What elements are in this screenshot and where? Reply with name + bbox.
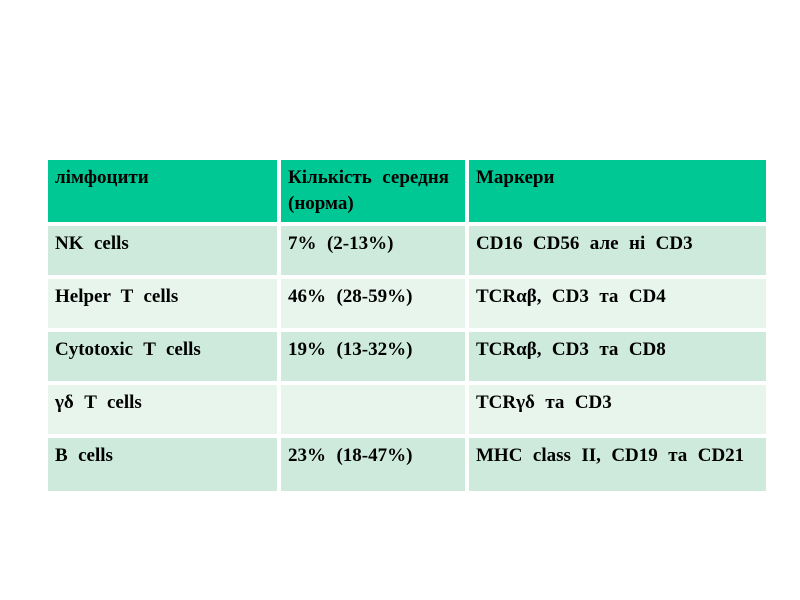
cell-name: B cells xyxy=(48,438,281,491)
cell-quantity: 7% (2-13%) xyxy=(281,226,469,279)
cell-markers: CD16 CD56 але ні CD3 xyxy=(469,226,766,279)
lymphocyte-table: лімфоцити Кількість середня (норма) Марк… xyxy=(48,160,766,491)
cell-quantity xyxy=(281,385,469,438)
cell-markers: TCRαβ, CD3 та CD4 xyxy=(469,279,766,332)
cell-quantity: 46% (28-59%) xyxy=(281,279,469,332)
table-row: B cells 23% (18-47%) MHC class II, CD19 … xyxy=(48,438,766,491)
table-header-row: лімфоцити Кількість середня (норма) Марк… xyxy=(48,160,766,226)
cell-quantity: 23% (18-47%) xyxy=(281,438,469,491)
cell-markers: TCRαβ, CD3 та CD8 xyxy=(469,332,766,385)
cell-name: γδ T cells xyxy=(48,385,281,438)
cell-markers: MHC class II, CD19 та CD21 xyxy=(469,438,766,491)
header-cell-lymphocytes: лімфоцити xyxy=(48,160,281,226)
table-row: Cytotoxic T cells 19% (13-32%) TCRαβ, CD… xyxy=(48,332,766,385)
header-cell-markers: Маркери xyxy=(469,160,766,226)
cell-markers: TCRγδ та CD3 xyxy=(469,385,766,438)
table-row: γδ T cells TCRγδ та CD3 xyxy=(48,385,766,438)
cell-name: NK cells xyxy=(48,226,281,279)
cell-name: Helper T cells xyxy=(48,279,281,332)
header-cell-quantity: Кількість середня (норма) xyxy=(281,160,469,226)
cell-name: Cytotoxic T cells xyxy=(48,332,281,385)
table-row: NK cells 7% (2-13%) CD16 CD56 але ні CD3 xyxy=(48,226,766,279)
table-row: Helper T cells 46% (28-59%) TCRαβ, CD3 т… xyxy=(48,279,766,332)
cell-quantity: 19% (13-32%) xyxy=(281,332,469,385)
